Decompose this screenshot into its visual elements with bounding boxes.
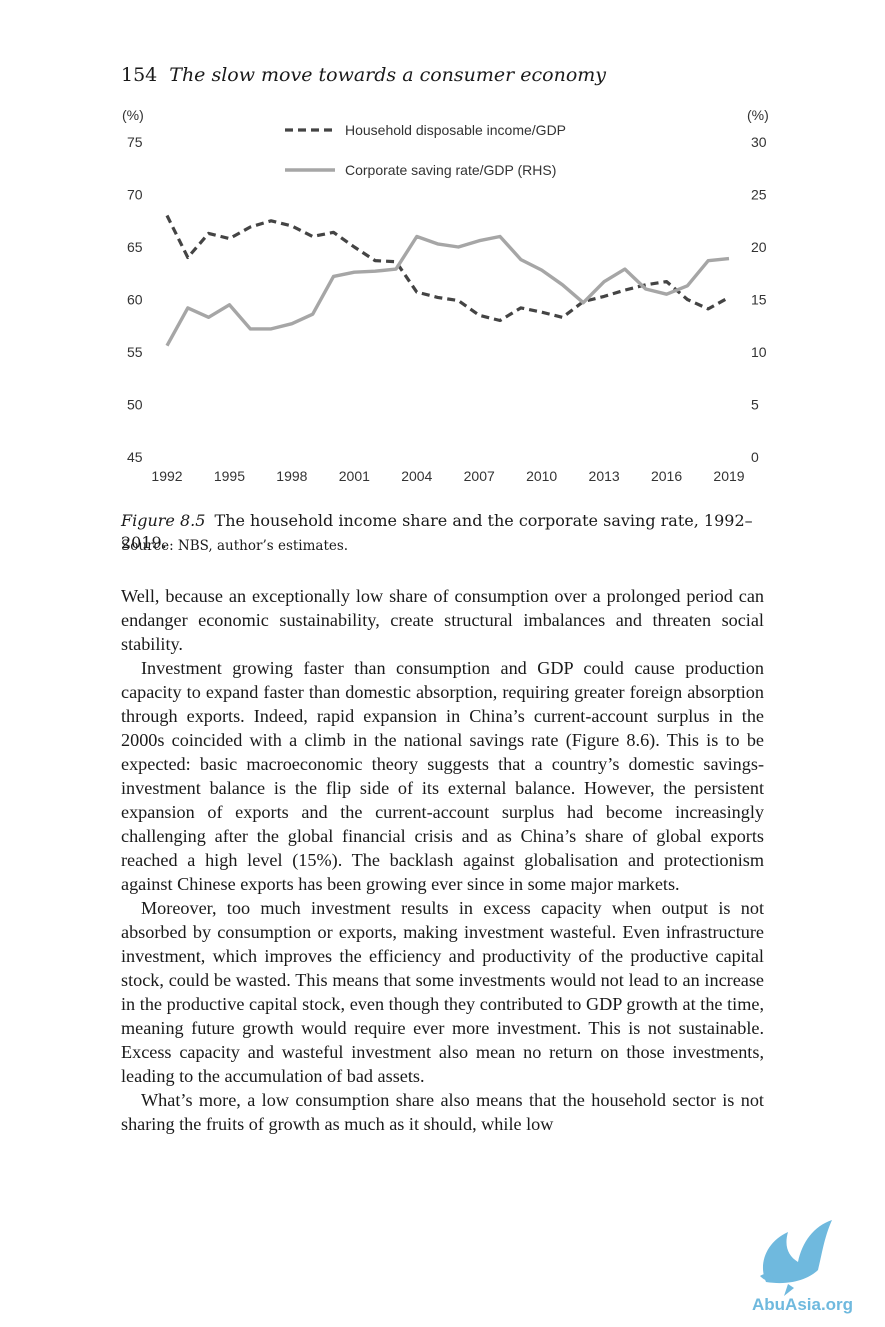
- x-tick-label: 2013: [589, 468, 620, 484]
- watermark-logo: AbuAsia.org: [752, 1220, 853, 1314]
- running-title: The slow move towards a consumer economy: [169, 64, 607, 86]
- running-head: 154 The slow move towards a consumer econ…: [121, 64, 606, 86]
- paragraph: Moreover, too much investment results in…: [121, 898, 764, 1086]
- x-tick-label: 2004: [401, 468, 432, 484]
- line-chart: (%) (%) 45 50 55 60 65 70 75 0 5 10 15 20 25 30 1992…: [122, 107, 769, 484]
- paragraph: Investment growing faster than consumpti…: [121, 658, 764, 894]
- legend-label: Household disposable income/GDP: [345, 122, 566, 138]
- left-y-axis: 45 50 55 60 65 70 75: [127, 134, 143, 465]
- body-text: Well, because an exceptionally low share…: [121, 584, 764, 1136]
- legend: Household disposable income/GDP Corporate…: [285, 122, 566, 178]
- legend-label: Corporate saving rate/GDP (RHS): [345, 162, 556, 178]
- x-tick-label: 2010: [526, 468, 557, 484]
- figure-caption-text: The household income share and the corpo…: [121, 511, 753, 552]
- left-axis-unit: (%): [122, 107, 144, 123]
- left-y-tick-label: 75: [127, 134, 143, 150]
- series-lines: [165, 214, 730, 347]
- household-income-line: [165, 214, 730, 323]
- x-tick-label: 1995: [214, 468, 245, 484]
- right-y-tick-label: 20: [751, 239, 767, 255]
- x-tick-label: 2007: [464, 468, 495, 484]
- right-y-tick-label: 0: [751, 449, 759, 465]
- x-tick-label: 2019: [713, 468, 744, 484]
- watermark-text: AbuAsia.org: [752, 1295, 853, 1314]
- corporate-saving-line: [165, 234, 730, 347]
- x-axis: 1992 1995 1998 2001 2004 2007 2010 2013 2016 2019: [151, 468, 744, 484]
- right-y-tick-label: 5: [751, 397, 759, 413]
- paragraph: What’s more, a low consumption share als…: [121, 1090, 764, 1134]
- bird-icon: [760, 1220, 832, 1296]
- right-y-tick-label: 25: [751, 187, 767, 203]
- right-y-tick-label: 30: [751, 134, 767, 150]
- left-y-tick-label: 55: [127, 344, 143, 360]
- x-tick-label: 2001: [339, 468, 370, 484]
- x-tick-label: 1998: [276, 468, 307, 484]
- left-y-tick-label: 45: [127, 449, 143, 465]
- left-y-tick-label: 60: [127, 292, 143, 308]
- figure-label: Figure 8.5: [121, 511, 206, 530]
- right-axis-unit: (%): [747, 107, 769, 123]
- x-tick-label: 1992: [151, 468, 182, 484]
- right-y-tick-label: 15: [751, 292, 767, 308]
- right-y-axis: 0 5 10 15 20 25 30: [751, 134, 767, 465]
- page-number: 154: [121, 64, 158, 86]
- left-y-tick-label: 50: [127, 397, 143, 413]
- figure-source: Source: NBS, author’s estimates.: [121, 538, 349, 554]
- left-y-tick-label: 70: [127, 187, 143, 203]
- right-y-tick-label: 10: [751, 344, 767, 360]
- left-y-tick-label: 65: [127, 239, 143, 255]
- figure-caption: Figure 8.5 The household income share an…: [121, 510, 776, 554]
- x-tick-label: 2016: [651, 468, 682, 484]
- paragraph: Well, because an exceptionally low share…: [121, 586, 764, 654]
